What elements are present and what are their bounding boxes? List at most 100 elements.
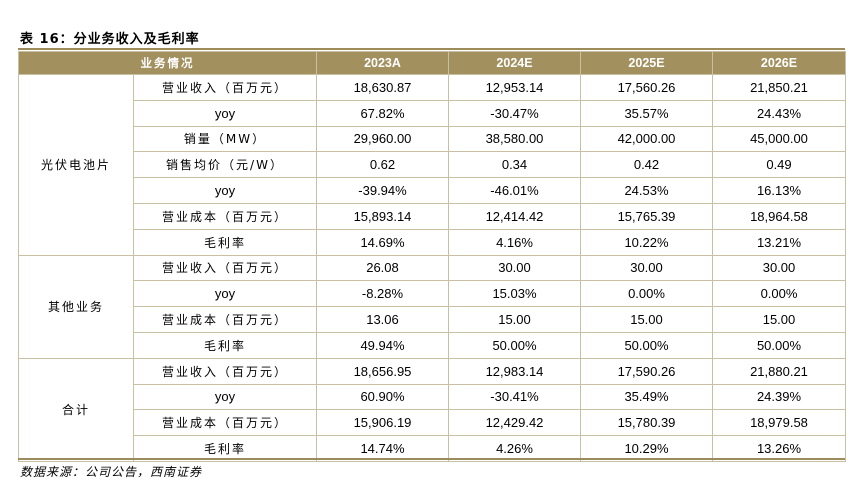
- table-row: 光伏电池片 营业收入（百万元） 18,630.87 12,953.14 17,560.2…: [18, 74, 846, 256]
- metric-label: 营业成本（百万元）: [133, 409, 317, 437]
- value-cell: 17,590.26: [580, 357, 713, 385]
- table-row: 销量（MW） 29,960.00 38,580.00 42,000.00 45,000.…: [19, 125, 846, 153]
- value-cell: 13.26%: [712, 435, 846, 462]
- metric-label: 营业收入（百万元）: [133, 357, 317, 385]
- value-cell: 26.08: [316, 254, 449, 282]
- value-cell: -39.94%: [316, 177, 449, 204]
- value-cell: 49.94%: [316, 331, 449, 359]
- value-cell: 13.21%: [712, 228, 846, 256]
- value-cell: 30.00: [580, 254, 713, 282]
- table-row: yoy 60.90% -30.41% 35.49% 24.39%: [19, 383, 846, 411]
- table-row: 销售均价（元/W） 0.62 0.34 0.42 0.49: [19, 151, 846, 179]
- value-cell: 50.00%: [712, 331, 846, 359]
- value-cell: 67.82%: [316, 99, 449, 127]
- value-cell: 12,983.14: [448, 357, 581, 385]
- metric-label: 营业收入（百万元）: [133, 74, 317, 101]
- value-cell: -8.28%: [316, 280, 449, 308]
- value-cell: 0.00%: [580, 280, 713, 308]
- table-body: 光伏电池片 营业收入（百万元） 18,630.87 12,953.14 17,560.2…: [18, 74, 846, 462]
- value-cell: -30.47%: [448, 99, 581, 127]
- value-cell: 15.03%: [448, 280, 581, 308]
- value-cell: 12,429.42: [448, 409, 581, 437]
- metric-label: 营业收入（百万元）: [133, 254, 317, 282]
- value-cell: 0.34: [448, 151, 581, 179]
- value-cell: 18,630.87: [316, 74, 449, 101]
- value-cell: 21,880.21: [712, 357, 846, 385]
- metric-label: yoy: [133, 383, 317, 411]
- value-cell: 15.00: [580, 306, 713, 333]
- table-row: 毛利率 49.94% 50.00% 50.00% 50.00%: [19, 331, 846, 359]
- value-cell: 12,953.14: [448, 74, 581, 101]
- table-row: yoy -8.28% 15.03% 0.00% 0.00%: [19, 280, 846, 308]
- table-row: 合计 营业收入（百万元） 18,656.95 12,983.14 17,590.26 21…: [18, 357, 846, 462]
- metric-label: 毛利率: [133, 331, 317, 359]
- table-row: 毛利率 14.69% 4.16% 10.22% 13.21%: [19, 228, 846, 256]
- value-cell: 50.00%: [580, 331, 713, 359]
- value-cell: 60.90%: [316, 383, 449, 411]
- table-row: 营业成本（百万元） 15,906.19 12,429.42 15,780.39 18,9…: [19, 409, 846, 437]
- value-cell: 12,414.42: [448, 202, 581, 230]
- header-year: 2023A: [316, 51, 449, 75]
- value-cell: 15.00: [448, 306, 581, 333]
- value-cell: 24.53%: [580, 177, 713, 204]
- value-cell: 35.57%: [580, 99, 713, 127]
- metric-label: yoy: [133, 280, 317, 308]
- value-cell: 0.62: [316, 151, 449, 179]
- table-row: yoy 67.82% -30.47% 35.57% 24.43%: [19, 99, 846, 127]
- business-revenue-table: 业务情况 2023A 2024E 2025E 2026E 光伏电池片 营业收入（百…: [18, 51, 846, 462]
- table-row: yoy -39.94% -46.01% 24.53% 16.13%: [19, 177, 846, 204]
- value-cell: 14.74%: [316, 435, 449, 462]
- group-label: 其他业务: [18, 254, 134, 359]
- value-cell: 4.16%: [448, 228, 581, 256]
- value-cell: 42,000.00: [580, 125, 713, 153]
- table-row: 营业成本（百万元） 15,893.14 12,414.42 15,765.39 18,9…: [19, 202, 846, 230]
- value-cell: -30.41%: [448, 383, 581, 411]
- value-cell: 0.00%: [712, 280, 846, 308]
- header-year: 2025E: [580, 51, 713, 75]
- value-cell: 21,850.21: [712, 74, 846, 101]
- value-cell: 35.49%: [580, 383, 713, 411]
- value-cell: 30.00: [448, 254, 581, 282]
- metric-label: yoy: [133, 99, 317, 127]
- title-divider: [18, 48, 845, 50]
- source-note: 数据来源：公司公告，西南证券: [20, 465, 203, 479]
- value-cell: -46.01%: [448, 177, 581, 204]
- metric-label: 营业成本（百万元）: [133, 306, 317, 333]
- table-header-row: 业务情况 2023A 2024E 2025E 2026E: [18, 51, 846, 75]
- value-cell: 10.29%: [580, 435, 713, 462]
- value-cell: 30.00: [712, 254, 846, 282]
- table-row: 其他业务 营业收入（百万元） 26.08 30.00 30.00 30.00: [18, 254, 846, 359]
- metric-label: 毛利率: [133, 228, 317, 256]
- value-cell: 50.00%: [448, 331, 581, 359]
- metric-label: 销售均价（元/W）: [133, 151, 317, 179]
- metric-label: 营业成本（百万元）: [133, 202, 317, 230]
- footer-divider: [18, 458, 845, 460]
- value-cell: 15,765.39: [580, 202, 713, 230]
- value-cell: 15.00: [712, 306, 846, 333]
- value-cell: 18,656.95: [316, 357, 449, 385]
- group-label: 光伏电池片: [18, 74, 134, 256]
- value-cell: 45,000.00: [712, 125, 846, 153]
- table-row: 毛利率 14.74% 4.26% 10.29% 13.26%: [19, 435, 846, 462]
- value-cell: 0.49: [712, 151, 846, 179]
- header-year: 2026E: [712, 51, 846, 75]
- table-title: 表 16：分业务收入及毛利率: [20, 32, 200, 47]
- value-cell: 15,906.19: [316, 409, 449, 437]
- table-row: 营业成本（百万元） 13.06 15.00 15.00 15.00: [19, 306, 846, 333]
- value-cell: 38,580.00: [448, 125, 581, 153]
- header-business-label: 业务情况: [18, 51, 317, 75]
- value-cell: 0.42: [580, 151, 713, 179]
- value-cell: 17,560.26: [580, 74, 713, 101]
- metric-label: yoy: [133, 177, 317, 204]
- value-cell: 16.13%: [712, 177, 846, 204]
- value-cell: 18,979.58: [712, 409, 846, 437]
- value-cell: 29,960.00: [316, 125, 449, 153]
- value-cell: 24.39%: [712, 383, 846, 411]
- value-cell: 24.43%: [712, 99, 846, 127]
- metric-label: 销量（MW）: [133, 125, 317, 153]
- value-cell: 15,780.39: [580, 409, 713, 437]
- value-cell: 10.22%: [580, 228, 713, 256]
- header-year: 2024E: [448, 51, 581, 75]
- metric-label: 毛利率: [133, 435, 317, 462]
- value-cell: 14.69%: [316, 228, 449, 256]
